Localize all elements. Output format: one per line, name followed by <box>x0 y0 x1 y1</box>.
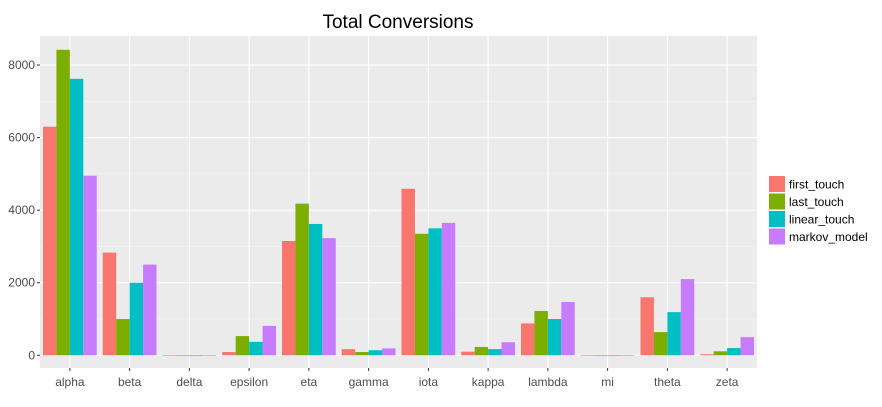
bar-theta-markov_model <box>680 279 695 356</box>
bar-alpha-first_touch <box>42 126 57 356</box>
bars <box>42 49 755 356</box>
bar-mi-markov_model <box>621 355 635 356</box>
bar-epsilon-markov_model <box>262 325 277 356</box>
bar-delta-markov_model <box>202 355 217 356</box>
bar-gamma-linear_touch <box>368 350 383 356</box>
bar-theta-linear_touch <box>667 312 681 356</box>
bar-alpha-markov_model <box>83 175 97 356</box>
bar-theta-last_touch <box>653 332 668 356</box>
bar-mi-last_touch <box>594 355 608 356</box>
bar-gamma-first_touch <box>341 349 356 356</box>
x-tick-label: delta <box>176 375 202 389</box>
bar-eta-markov_model <box>322 238 336 356</box>
legend-key-last_touch <box>769 193 785 210</box>
bar-theta-first_touch <box>640 297 654 356</box>
bar-delta-last_touch <box>175 355 190 356</box>
x-tick-label: mi <box>601 375 614 389</box>
bar-lambda-first_touch <box>520 323 535 356</box>
x-tick-label: lambda <box>528 375 568 389</box>
legend-label-markov_model: markov_model <box>789 230 868 244</box>
bar-mi-linear_touch <box>607 355 622 356</box>
bar-iota-first_touch <box>401 188 415 356</box>
x-tick-label: alpha <box>55 375 85 389</box>
legend-key-markov_model <box>769 228 785 245</box>
bar-zeta-last_touch <box>713 351 728 356</box>
bar-zeta-linear_touch <box>727 348 741 356</box>
x-axis: alpha beta delta epsilon eta gamma iota kappa la… <box>55 368 739 389</box>
bar-iota-last_touch <box>414 233 429 356</box>
x-tick-label: beta <box>118 375 142 389</box>
y-tick-label: 2000 <box>8 276 35 290</box>
legend-label-last_touch: last_touch <box>789 195 844 209</box>
bar-eta-first_touch <box>281 241 296 356</box>
bar-mi-first_touch <box>580 355 595 356</box>
bar-alpha-linear_touch <box>69 78 84 356</box>
bar-beta-first_touch <box>102 252 117 356</box>
y-tick-label: 4000 <box>8 203 35 217</box>
x-tick-label: eta <box>301 375 318 389</box>
bar-epsilon-last_touch <box>235 336 250 356</box>
y-axis: 0 2000 4000 6000 8000 <box>8 58 40 362</box>
bar-lambda-markov_model <box>561 301 575 356</box>
bar-beta-last_touch <box>116 319 130 356</box>
x-tick-label: zeta <box>716 375 739 389</box>
bar-epsilon-first_touch <box>222 352 236 356</box>
x-tick-label: gamma <box>349 375 389 389</box>
x-tick-label: epsilon <box>230 375 268 389</box>
bar-beta-markov_model <box>143 264 157 356</box>
bar-gamma-markov_model <box>382 348 396 356</box>
bar-epsilon-linear_touch <box>249 341 263 356</box>
bar-kappa-first_touch <box>461 351 475 356</box>
y-tick-label: 6000 <box>8 131 35 145</box>
bar-lambda-linear_touch <box>547 319 562 356</box>
bar-lambda-last_touch <box>534 311 548 356</box>
y-tick-label: 8000 <box>8 58 35 72</box>
bar-zeta-first_touch <box>700 354 714 356</box>
x-tick-label: kappa <box>472 375 505 389</box>
legend-label-first_touch: first_touch <box>789 178 844 192</box>
y-tick-label: 0 <box>28 348 35 362</box>
bar-iota-linear_touch <box>428 228 442 356</box>
bar-kappa-linear_touch <box>488 349 502 356</box>
bar-kappa-markov_model <box>501 342 516 356</box>
bar-eta-linear_touch <box>308 223 323 356</box>
x-tick-label: theta <box>654 375 681 389</box>
bar-delta-linear_touch <box>189 355 203 356</box>
bar-delta-first_touch <box>162 354 176 356</box>
chart-title: Total Conversions <box>322 12 473 33</box>
bar-beta-linear_touch <box>129 282 144 356</box>
legend-key-first_touch <box>769 176 785 192</box>
bar-zeta-markov_model <box>740 337 755 356</box>
bar-gamma-last_touch <box>355 352 369 356</box>
legend-label-linear_touch: linear_touch <box>789 213 854 227</box>
bar-eta-last_touch <box>295 203 309 356</box>
x-tick-label: iota <box>419 375 439 389</box>
bar-alpha-last_touch <box>56 49 70 356</box>
plot-panel <box>40 36 757 368</box>
bar-iota-markov_model <box>441 222 456 356</box>
legend-key-linear_touch <box>769 211 785 227</box>
bar-kappa-last_touch <box>474 346 489 356</box>
legend: first_touch last_touch linear_touch markov_… <box>769 176 868 245</box>
